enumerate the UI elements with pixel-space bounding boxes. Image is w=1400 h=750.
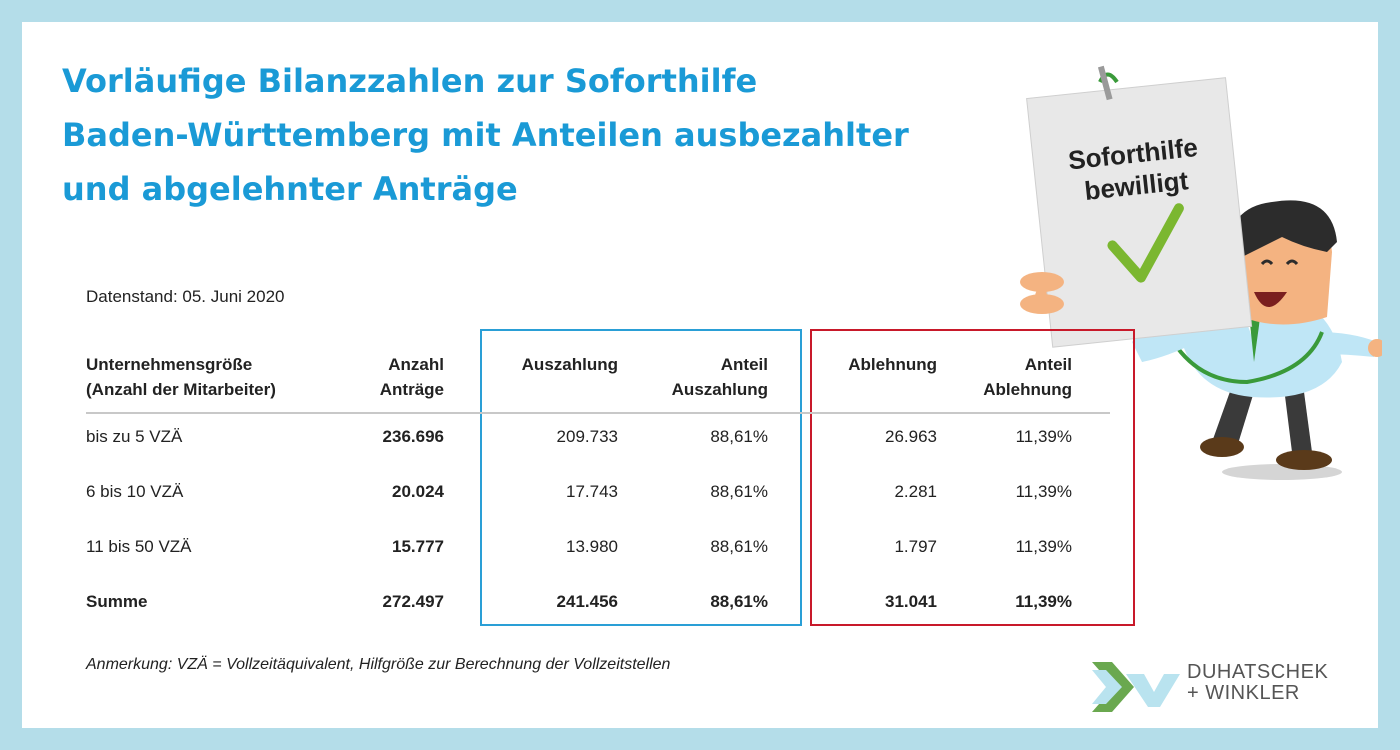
footnote: Anmerkung: VZÄ = Vollzeitäquivalent, Hil… — [86, 656, 671, 673]
header-payout: Auszahlung — [521, 355, 618, 374]
row-2-rejection-share: 11,39% — [1015, 482, 1072, 501]
data-date: Datenstand: 05. Juni 2020 — [86, 287, 285, 306]
approval-illustration: Soforthilfe bewilligt — [1020, 65, 1382, 480]
row-3-payout: 13.980 — [566, 537, 618, 556]
header-application-count: Anzahl Anträge — [379, 355, 444, 399]
title-line-1: Vorläufige Bilanzzahlen zur Soforthilfe — [62, 62, 758, 100]
total-rejection-share: 11,39% — [1015, 592, 1072, 611]
row-3-count: 15.777 — [392, 537, 444, 556]
row-2-count: 20.024 — [392, 482, 444, 501]
title-line-2: Baden-Württemberg mit Anteilen ausbezahl… — [62, 116, 909, 154]
total-count: 272.497 — [382, 592, 444, 611]
row-3-rejection-share: 11,39% — [1015, 537, 1072, 556]
total-rejection: 31.041 — [885, 592, 937, 611]
checkmark-icon — [1107, 203, 1184, 283]
row-1-payout: 209.733 — [556, 427, 618, 446]
row-3-payout-share: 88,61% — [710, 537, 768, 556]
row-2-size: 6 bis 10 VZÄ — [86, 482, 184, 501]
logo-mark-icon — [1092, 662, 1180, 712]
header-divider — [86, 412, 1110, 414]
infographic-card: Vorläufige Bilanzzahlen zur Soforthilfe … — [22, 22, 1382, 728]
row-2-payout-share: 88,61% — [710, 482, 768, 501]
total-payout-share: 88,61% — [710, 592, 768, 611]
row-3-rejection: 1.797 — [894, 537, 937, 556]
row-3-size: 11 bis 50 VZÄ — [86, 537, 192, 556]
logo-text: DUHATSCHEK + WINKLER — [1187, 661, 1329, 704]
header-rejection: Ablehnung — [848, 355, 937, 374]
row-2-payout: 17.743 — [566, 482, 618, 501]
total-row-label: Summe — [86, 592, 148, 611]
rejection-highlight-box — [810, 329, 1135, 626]
total-payout: 241.456 — [556, 592, 618, 611]
header-company-size: Unternehmensgröße (Anzahl der Mitarbeite… — [86, 355, 276, 399]
header-payout-share: Anteil Auszahlung — [671, 355, 768, 399]
row-1-payout-share: 88,61% — [710, 427, 768, 446]
header-rejection-share: Anteil Ablehnung — [983, 355, 1072, 399]
row-2-rejection: 2.281 — [894, 482, 937, 501]
row-1-count: 236.696 — [382, 427, 444, 446]
page-title: Vorläufige Bilanzzahlen zur Soforthilfe … — [62, 54, 982, 216]
row-1-rejection: 26.963 — [885, 427, 937, 446]
row-1-rejection-share: 11,39% — [1015, 427, 1072, 446]
company-logo: DUHATSCHEK + WINKLER — [1092, 662, 1362, 712]
payout-highlight-box — [480, 329, 802, 626]
title-line-3: und abgelehnter Anträge — [62, 170, 518, 208]
row-1-size: bis zu 5 VZÄ — [86, 427, 183, 446]
